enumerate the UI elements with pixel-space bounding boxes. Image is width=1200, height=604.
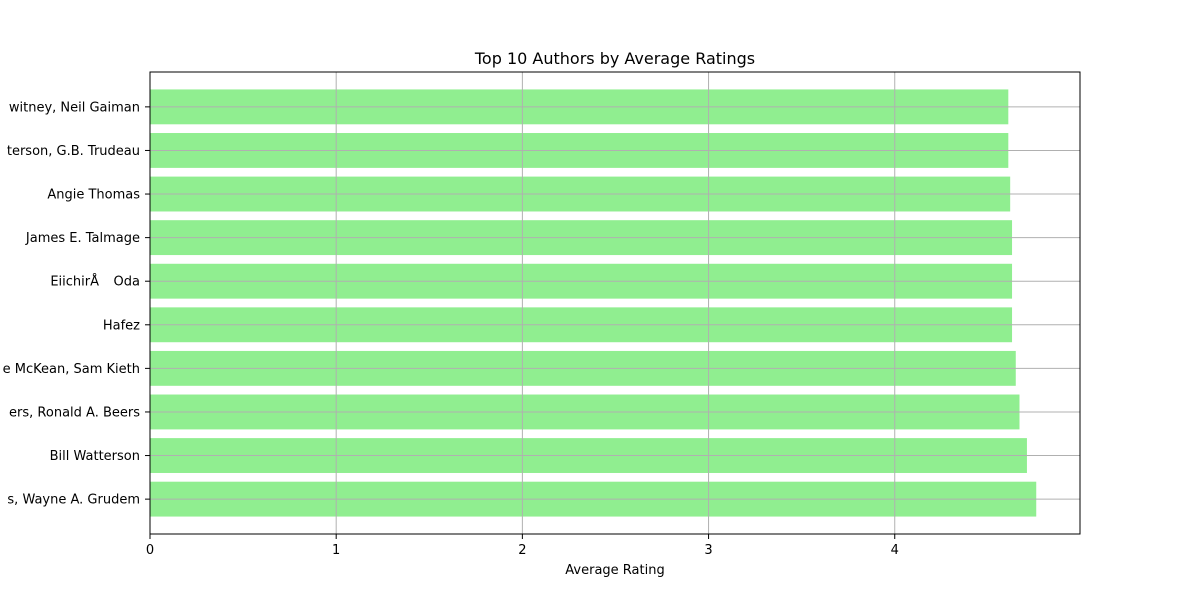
y-tick-label: e McKean, Sam Kieth — [3, 362, 140, 377]
y-tick-label: Angie Thomas — [47, 188, 140, 203]
chart-title: Top 10 Authors by Average Ratings — [474, 49, 755, 68]
x-tick-label: 3 — [704, 543, 712, 558]
y-tick-label: witney, Neil Gaiman — [9, 100, 140, 115]
x-axis-ticks: 0 1 2 3 4 — [146, 534, 899, 558]
y-tick-label: s, Wayne A. Grudem — [7, 493, 140, 508]
x-axis-label: Average Rating — [565, 563, 664, 578]
x-tick-label: 2 — [518, 543, 526, 558]
y-tick-label: terson, G.B. Trudeau — [7, 144, 140, 159]
grid-lines — [149, 72, 1080, 534]
y-tick-label: Bill Watterson — [50, 449, 140, 464]
x-tick-label: 1 — [332, 543, 340, 558]
plot-frame — [149, 71, 1081, 535]
x-tick-label: 0 — [146, 543, 154, 558]
x-tick-label: 4 — [891, 543, 899, 558]
y-tick-label: ers, Ronald A. Beers — [9, 405, 140, 420]
y-axis-ticks: s, Wayne A. Grudem Bill Watterson ers, Ron… — [3, 100, 150, 508]
y-tick-label: EiichirÅ Oda — [50, 274, 140, 290]
y-tick-label: Hafez — [103, 318, 140, 333]
y-tick-label: James E. Talmage — [25, 231, 140, 246]
